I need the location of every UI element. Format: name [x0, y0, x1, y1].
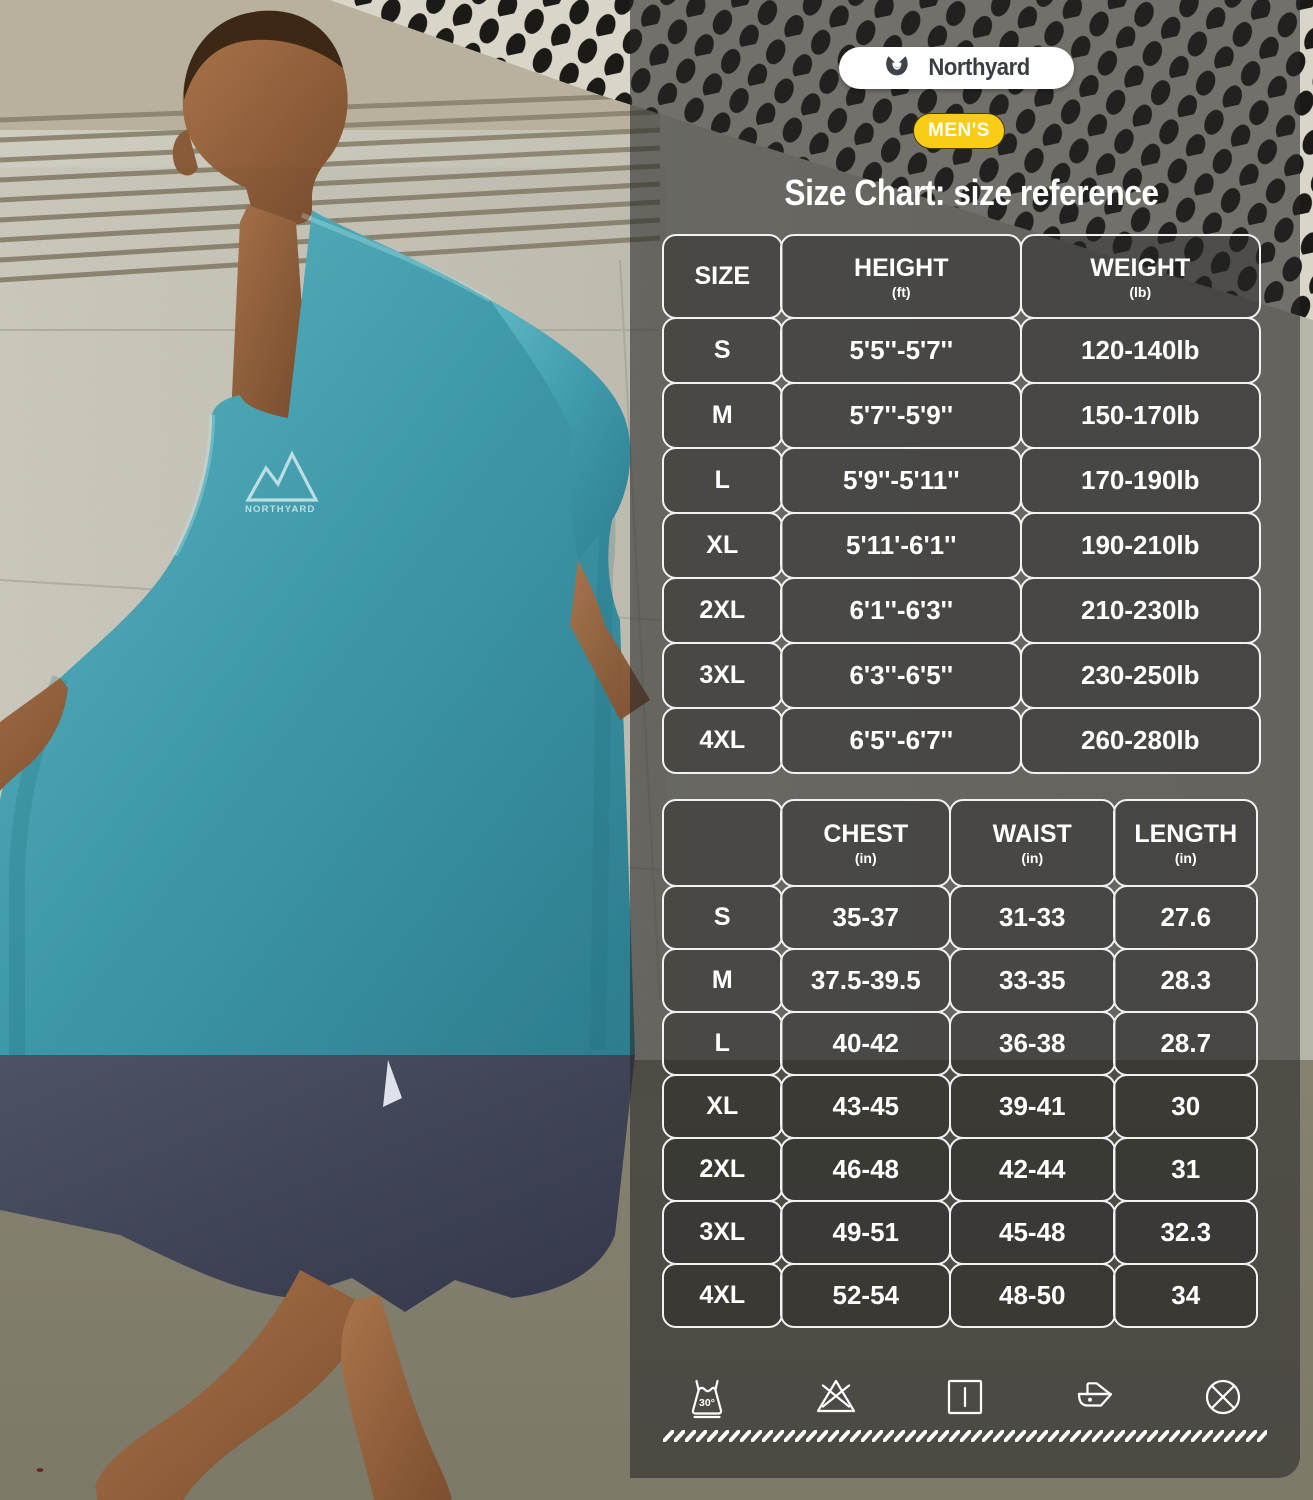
svg-text:30°: 30° — [699, 1397, 715, 1409]
svg-text:NORTHYARD: NORTHYARD — [245, 504, 316, 515]
